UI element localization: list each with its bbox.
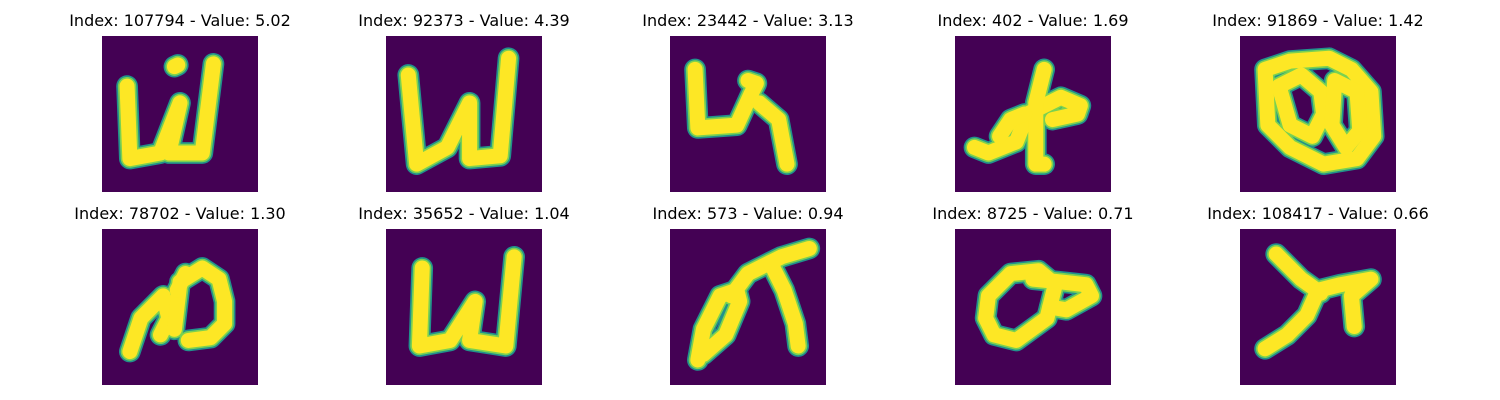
image-tile — [102, 36, 258, 192]
glyph-3-image — [670, 36, 826, 192]
panel-title: Index: 23442 - Value: 3.13 — [642, 11, 854, 30]
glyph-stroke — [687, 61, 764, 136]
glyph-stroke — [411, 249, 522, 354]
glyph-stroke — [1324, 73, 1368, 155]
image-panel: Index: 573 - Value: 0.94 — [598, 203, 898, 393]
glyph-stroke — [1025, 271, 1100, 318]
image-tile — [955, 229, 1111, 385]
glyph-stroke — [1257, 271, 1379, 357]
panel-title: Index: 573 - Value: 0.94 — [652, 204, 844, 223]
panel-title: Index: 107794 - Value: 5.02 — [69, 11, 291, 30]
panel-title: Index: 108417 - Value: 0.66 — [1207, 204, 1429, 223]
glyph-stroke — [122, 288, 177, 360]
glyph-8-image — [670, 229, 826, 385]
image-tile — [670, 36, 826, 192]
glyph-stroke — [166, 57, 186, 75]
image-tile — [670, 229, 826, 385]
image-tile — [1240, 36, 1396, 192]
glyph-stroke — [751, 95, 795, 172]
glyph-stroke — [1271, 67, 1332, 144]
glyph-5-image — [1240, 36, 1396, 192]
glyph-7-image — [386, 229, 542, 385]
image-panel: Index: 107794 - Value: 5.02 — [30, 10, 330, 200]
glyph-2-image — [386, 36, 542, 192]
panel-title: Index: 35652 - Value: 1.04 — [358, 204, 570, 223]
image-panel: Index: 108417 - Value: 0.66 — [1168, 203, 1468, 393]
glyph-stroke — [1257, 50, 1382, 172]
glyph-stroke — [966, 89, 1088, 161]
panel-title: Index: 91869 - Value: 1.42 — [1212, 11, 1424, 30]
image-tile — [386, 229, 542, 385]
glyph-stroke — [992, 106, 1033, 144]
image-tile — [1240, 229, 1396, 385]
image-panel: Index: 23442 - Value: 3.13 — [598, 10, 898, 200]
panel-title: Index: 8725 - Value: 0.71 — [932, 204, 1134, 223]
glyph-stroke — [119, 56, 221, 167]
panel-title: Index: 402 - Value: 1.69 — [937, 11, 1129, 30]
glyph-4-image — [955, 36, 1111, 192]
glyph-1-image — [102, 36, 258, 192]
image-panel: Index: 78702 - Value: 1.30 — [30, 203, 330, 393]
glyph-9-image — [955, 229, 1111, 385]
glyph-6-image — [102, 229, 258, 385]
glyph-stroke — [1028, 61, 1052, 172]
image-tile — [955, 36, 1111, 192]
image-tile — [386, 36, 542, 192]
panel-title: Index: 92373 - Value: 4.39 — [358, 11, 570, 30]
image-panel: Index: 35652 - Value: 1.04 — [314, 203, 614, 393]
image-panel: Index: 92373 - Value: 4.39 — [314, 10, 614, 200]
panel-title: Index: 78702 - Value: 1.30 — [74, 204, 286, 223]
image-panel: Index: 91869 - Value: 1.42 — [1168, 10, 1468, 200]
image-panel: Index: 8725 - Value: 0.71 — [883, 203, 1183, 393]
glyph-stroke — [169, 266, 194, 298]
glyph-stroke — [762, 254, 806, 354]
glyph-stroke — [400, 50, 517, 172]
image-tile — [102, 229, 258, 385]
image-panel: Index: 402 - Value: 1.69 — [883, 10, 1183, 200]
glyph-10-image — [1240, 229, 1396, 385]
